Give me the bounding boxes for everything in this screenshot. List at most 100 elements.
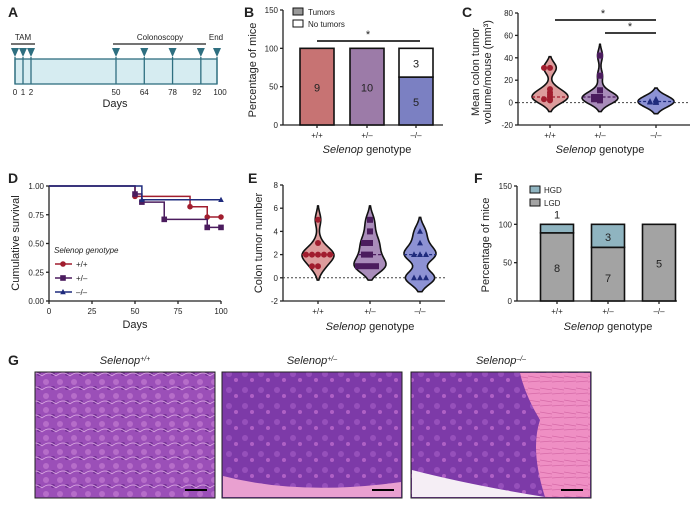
data-point [423, 251, 429, 257]
y-tick-label: 0 [274, 121, 279, 130]
censor-marker [218, 196, 224, 203]
data-point [411, 274, 417, 281]
legend-marker [60, 261, 66, 267]
panel-label-b: B [244, 4, 254, 20]
legend-marker [60, 275, 66, 281]
histology-label-wt: Selenop+/+ [100, 355, 151, 367]
bar-count-label: 9 [314, 83, 320, 95]
y-tick-label: 80 [504, 9, 513, 18]
data-point [547, 64, 553, 71]
y-tick-label: 60 [504, 31, 513, 40]
x-tick-label: –/– [414, 307, 426, 316]
day-tick-label: 64 [140, 88, 149, 97]
y-tick-label: 0 [274, 274, 279, 283]
x-axis-title: Selenop genotype [556, 144, 645, 156]
data-point [321, 251, 327, 258]
data-point [541, 96, 547, 103]
timepoint-marker-icon [27, 48, 35, 57]
y-tick-label: -2 [271, 297, 279, 306]
y-axis-title: Colon tumor number [253, 193, 265, 294]
y-tick-label: 0.75 [28, 211, 44, 220]
x-axis-title: Days [102, 98, 128, 110]
survival-curve [49, 185, 221, 229]
data-point [417, 239, 423, 246]
panel-a-timeline: TAM Colonoscopy End 0 1 2 50 64 78 92 100 Days [11, 33, 227, 110]
y-axis-title: Percentage of mice [247, 23, 259, 118]
y-tick-label: 150 [265, 6, 279, 15]
significance-star: * [628, 21, 633, 33]
x-tick-label: 0 [47, 307, 52, 316]
end-label: End [209, 33, 223, 42]
legend-marker [60, 288, 66, 295]
y-tick-label: 6 [274, 204, 279, 213]
survival-curve [49, 185, 221, 201]
panel-label-a: A [8, 4, 18, 20]
panel-label-f: F [474, 170, 483, 186]
data-point [417, 274, 423, 281]
significance-star: * [366, 29, 371, 41]
data-point [309, 263, 315, 270]
data-point [411, 251, 417, 257]
tam-label: TAM [15, 33, 32, 42]
day-tick-label: 2 [29, 88, 34, 97]
panel-label-g: G [8, 352, 19, 368]
data-point [327, 251, 333, 258]
timepoint-marker-icon [140, 48, 149, 57]
day-tick-label: 100 [213, 88, 227, 97]
legend-label: +/+ [76, 260, 88, 269]
bar-segment [398, 47, 434, 78]
y-tick-label: 0.00 [28, 297, 44, 306]
data-point [361, 240, 367, 246]
data-point [417, 228, 423, 234]
x-tick-label: –/– [410, 131, 422, 140]
x-tick-label: +/– [594, 131, 606, 140]
data-point [653, 99, 659, 105]
y-axis-title: Percentage of mice [480, 198, 492, 293]
y-tick-label: 0 [509, 99, 514, 108]
data-point [417, 251, 423, 257]
bar-segment [539, 223, 575, 234]
data-point [367, 251, 373, 258]
y-tick-label: 2 [274, 251, 279, 260]
censor-marker [218, 214, 224, 220]
legend-label: –/– [76, 288, 88, 297]
censor-marker [187, 203, 193, 210]
data-point [597, 87, 603, 94]
legend-swatch-lgd [529, 198, 541, 207]
histology-image-wt [34, 371, 216, 499]
panel-label-d: D [8, 170, 18, 186]
data-point [367, 216, 373, 223]
day-tick-label: 1 [21, 88, 26, 97]
panel-b-tumor-incidence-chart: 0 50 100 150 9 +/+ 10 +/– 5 3 –/– Tumors No tumors * P… [247, 6, 443, 156]
x-tick-label: –/– [653, 307, 665, 316]
histology-label-ko: Selenop–/– [476, 355, 526, 367]
y-tick-label: 40 [504, 54, 513, 63]
bar-count-label: 10 [361, 83, 373, 95]
y-tick-label: 50 [269, 83, 278, 92]
bar-count-label: 7 [605, 273, 611, 285]
censor-marker [132, 191, 138, 197]
y-tick-label: 100 [265, 44, 279, 53]
y-axis-title-line1: Mean colon tumor [470, 28, 482, 116]
timepoint-marker-icon [196, 48, 205, 57]
day-tick-label: 50 [112, 88, 121, 97]
x-tick-label: 75 [174, 307, 183, 316]
censor-marker [139, 196, 145, 203]
panel-c-tumor-volume-chart: -20 0 20 40 60 80 +/+ +/– –/– * * Mean colon tumor v… [470, 8, 690, 156]
bar-count-label: 3 [413, 59, 419, 71]
data-point [597, 52, 603, 59]
histology-muscle-ko [520, 373, 590, 497]
data-point [355, 263, 361, 270]
data-point [597, 97, 603, 104]
x-axis-title: Selenop genotype [326, 321, 415, 333]
histology-image-het [221, 371, 403, 499]
bar-count-label: 8 [554, 263, 560, 275]
data-point [361, 263, 367, 270]
panel-label-c: C [462, 4, 472, 20]
bar-count-label: 1 [554, 209, 560, 221]
legend-label-tumors: Tumors [308, 8, 335, 17]
bar-segment [539, 232, 575, 302]
violin-shape [531, 55, 569, 113]
bar-segment [590, 223, 626, 249]
